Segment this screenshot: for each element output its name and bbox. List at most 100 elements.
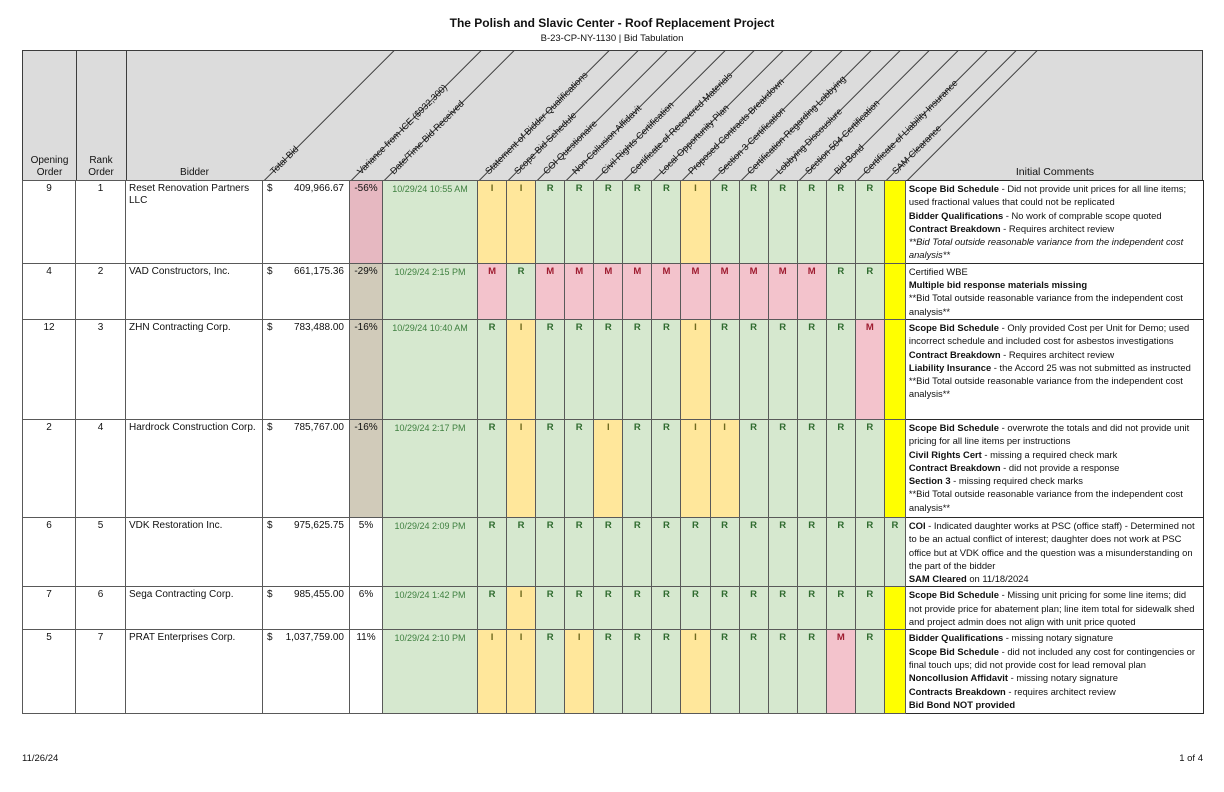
status-cell-certificate-of-liability-insurance: R	[854, 180, 885, 264]
table-row: 5 7 PRAT Enterprises Corp. $1,037,759.00 11%…	[22, 629, 1204, 715]
amount: 975,625.75	[293, 519, 344, 531]
status-cell-certificate-of-recovered-materials: R	[622, 318, 653, 420]
comment-line: Contract Breakdown - Requires architect …	[908, 222, 1115, 234]
cell-total-bid: $1,037,759.00	[262, 629, 350, 715]
cell-initial-comments: Scope Bid Schedule - Missing unit pricin…	[904, 586, 1204, 631]
cell-bidder: Hardrock Construction Corp.	[125, 418, 263, 518]
status-cell-bid-bond: R	[825, 262, 856, 320]
status-cell-scope-bid-schedule: I	[506, 180, 537, 264]
page-title: The Polish and Slavic Center - Roof Repl…	[449, 16, 775, 30]
status-cell-statement-of-bidder-qualifications: I	[476, 180, 508, 264]
cell-total-bid: $661,175.36	[262, 262, 350, 320]
total-bid-value: $409,966.67	[267, 183, 344, 194]
status-cell-scope-bid-schedule: I	[506, 418, 537, 518]
footer-page: 1 of 4	[1179, 753, 1203, 764]
status-cell-lobbying-discouslure: R	[767, 180, 798, 264]
comment-line: Certified WBE	[908, 265, 968, 277]
cell-variance: -16%	[349, 318, 383, 420]
table-row: 6 5 VDK Restoration Inc. $975,625.75 5% 10/29…	[22, 516, 1204, 588]
cell-total-bid: $409,966.67	[262, 180, 350, 264]
status-cell-civil-rights-certification: R	[593, 586, 624, 631]
column-header-total-bid: Total Bid	[268, 143, 301, 177]
total-bid-value: $785,767.00	[267, 422, 344, 433]
status-cell-civil-rights-certification: R	[593, 516, 624, 588]
cell-variance: -29%	[349, 262, 383, 320]
status-cell-coi-questionaire: R	[535, 629, 566, 715]
total-bid-value: $1,037,759.00	[267, 632, 344, 643]
status-cell-proposed-contracts-breakdown: R	[680, 586, 711, 631]
cell-initial-comments: Certified WBE Multiple bid response mater…	[904, 262, 1204, 320]
status-cell-civil-rights-certification: M	[593, 262, 624, 320]
comment-line: Bidder Qualifications - missing notary s…	[908, 632, 1114, 644]
cell-total-bid: $783,488.00	[262, 318, 350, 420]
cell-opening-order: 12	[22, 318, 76, 420]
comment-line: **Bid Total outside reasonable variance …	[908, 292, 1183, 317]
cell-rank-order: 5	[75, 516, 126, 588]
status-cell-coi-questionaire: R	[535, 180, 566, 264]
cell-opening-order: 2	[22, 418, 76, 518]
cell-initial-comments: Scope Bid Schedule - Did not provide uni…	[904, 180, 1204, 264]
comment-line: Scope Bid Schedule - did not included an…	[908, 645, 1195, 671]
cell-rank-order: 3	[75, 318, 126, 420]
cell-initial-comments: Bidder Qualifications - missing notary s…	[904, 629, 1204, 715]
total-bid-value: $975,625.75	[267, 520, 344, 531]
comment-line: **Bid Total outside reasonable variance …	[908, 488, 1183, 513]
status-cell-coi-questionaire: R	[535, 586, 566, 631]
comment-line: Contracts Breakdown - requires architect…	[908, 685, 1116, 697]
cell-bidder: Sega Contracting Corp.	[125, 586, 263, 631]
status-cell-certificate-of-liability-insurance: R	[854, 262, 885, 320]
status-cell-certificate-of-recovered-materials: R	[622, 586, 653, 631]
cell-date-received: 10/29/24 10:40 AM	[382, 318, 478, 420]
status-cell-local-opportunity-plan: R	[651, 318, 682, 420]
status-cell-certificate-of-liability-insurance: R	[854, 586, 885, 631]
status-cell-coi-questionaire: R	[535, 318, 566, 420]
status-cell-section-504-certification: R	[796, 180, 827, 264]
cell-opening-order: 4	[22, 262, 76, 320]
status-cell-section-3-certification: M	[709, 262, 740, 320]
status-cell-sam-clearance	[883, 318, 906, 420]
status-cell-bid-bond: R	[825, 318, 856, 420]
status-cell-sam-clearance	[883, 586, 906, 631]
total-bid-value: $661,175.36	[267, 266, 344, 277]
status-cell-sam-clearance	[883, 180, 906, 264]
comment-line: **Bid Total outside reasonable variance …	[908, 375, 1183, 400]
comment-line: Scope Bid Schedule - Did not provide uni…	[908, 183, 1187, 208]
status-cell-coi-questionaire: R	[535, 516, 566, 588]
status-cell-scope-bid-schedule: R	[506, 262, 537, 320]
status-cell-bid-bond: R	[825, 586, 856, 631]
status-cell-section-504-certification: R	[796, 418, 827, 518]
status-cell-certification-regarding-lobbying: R	[738, 629, 769, 715]
status-cell-section-3-certification: I	[709, 418, 740, 518]
cell-rank-order: 6	[75, 586, 126, 631]
amount: 409,966.67	[293, 183, 344, 194]
cell-rank-order: 1	[75, 180, 126, 264]
table-row: 12 3 ZHN Contracting Corp. $783,488.00 -16% 1…	[22, 318, 1204, 420]
status-cell-sam-clearance	[883, 418, 906, 518]
status-cell-non-collusion-affidavit: M	[564, 262, 595, 320]
cell-opening-order: 6	[22, 516, 76, 588]
status-cell-scope-bid-schedule: R	[506, 516, 537, 588]
cell-initial-comments: Scope Bid Schedule - Only provided Cost …	[904, 318, 1204, 420]
comment-line: COI - Indicated daughter works at PSC (o…	[908, 519, 1195, 571]
cell-variance: 11%	[349, 629, 383, 715]
cell-opening-order: 9	[22, 180, 76, 264]
column-header-rank-order: Rank Order	[88, 155, 114, 178]
cell-rank-order: 7	[75, 629, 126, 715]
status-cell-civil-rights-certification: R	[593, 180, 624, 264]
status-cell-local-opportunity-plan: R	[651, 586, 682, 631]
cell-variance: -56%	[349, 180, 383, 264]
cell-rank-order: 4	[75, 418, 126, 518]
table-row: 7 6 Sega Contracting Corp. $985,455.00 6% 10/…	[22, 586, 1204, 631]
status-cell-statement-of-bidder-qualifications: R	[476, 516, 508, 588]
table-row: 9 1 Reset Renovation Partners LLC $409,966.…	[22, 180, 1204, 264]
status-cell-local-opportunity-plan: R	[651, 629, 682, 715]
comment-line: SAM Cleared on 11/18/2024	[908, 573, 1029, 585]
amount: 661,175.36	[293, 265, 344, 277]
status-cell-certification-regarding-lobbying: R	[738, 318, 769, 420]
status-cell-section-504-certification: M	[796, 262, 827, 320]
status-cell-coi-questionaire: R	[535, 418, 566, 518]
status-cell-lobbying-discouslure: R	[767, 629, 798, 715]
status-cell-section-504-certification: R	[796, 586, 827, 631]
column-header-initial-comments: Initial Comments	[1015, 165, 1095, 178]
column-header-statement-of-bidder-qualifications: Statement of Bidder Qualifications	[483, 69, 590, 177]
